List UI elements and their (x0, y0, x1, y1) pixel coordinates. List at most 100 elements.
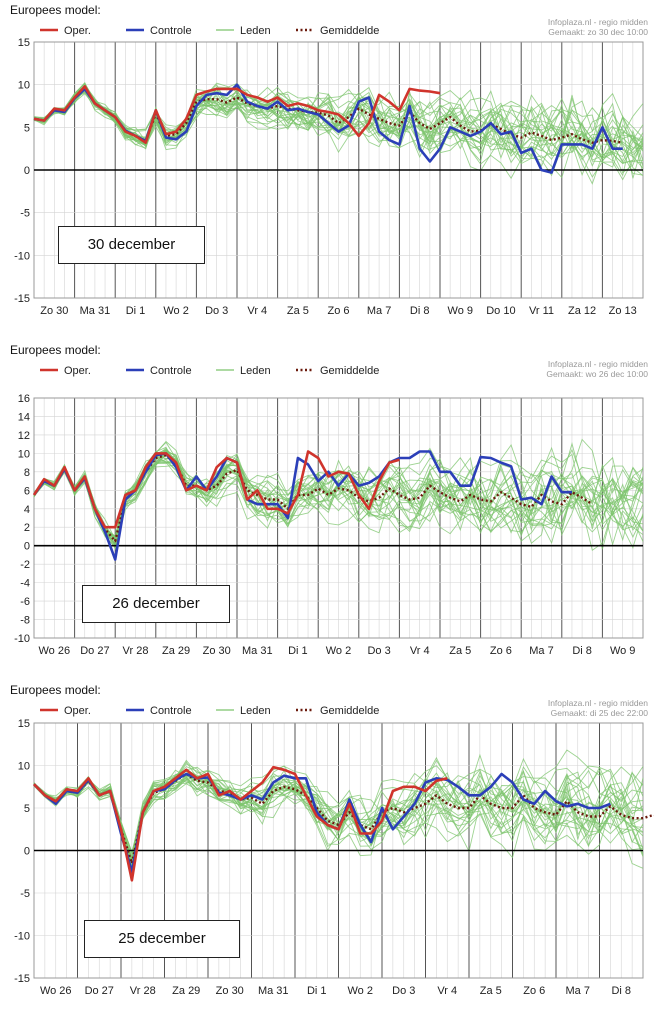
oper-series-line (33, 85, 441, 144)
made-text: Gemaakt: di 25 dec 22:00 (550, 708, 648, 718)
y-tick-label: -10 (14, 931, 30, 943)
x-tick-label: Do 3 (367, 645, 390, 657)
x-tick-label: Vr 4 (410, 645, 430, 657)
controle-series-line (33, 772, 611, 874)
chart-panel-25-december: Europees model: 15 10 5 0 -5 -10 -15 Wo 26 Do 27… (6, 680, 654, 1014)
x-tick-label: Vr 28 (123, 645, 149, 657)
y-tick-label: 15 (18, 718, 30, 730)
y-tick-label: 0 (24, 541, 30, 553)
x-tick-label: Vr 4 (247, 305, 267, 317)
y-tick-label: -8 (20, 615, 30, 627)
x-tick-label: Za 5 (449, 645, 471, 657)
x-tick-label: Zo 13 (609, 305, 637, 317)
x-tick-label: Ma 7 (529, 645, 553, 657)
x-tick-label: Za 5 (287, 305, 309, 317)
legend-label-leden: Leden (240, 365, 271, 377)
leden-line (33, 82, 644, 179)
date-label-box: 26 december (82, 585, 230, 623)
x-tick-label: Vr 4 (437, 985, 457, 997)
y-tick-label: 16 (18, 393, 30, 405)
x-tick-label: Do 10 (486, 305, 515, 317)
y-tick-label: -15 (14, 973, 30, 985)
y-tick-label: 5 (24, 803, 30, 815)
x-tick-label: Ma 31 (242, 645, 273, 657)
leden-line (33, 88, 644, 157)
chart-source: Infoplaza.nl - regio midden Gemaakt: di 2… (548, 698, 648, 718)
y-tick-label: -15 (14, 293, 30, 305)
chart-source: Infoplaza.nl - regio midden Gemaakt: wo 2… (546, 359, 648, 379)
x-tick-label: Do 27 (80, 645, 109, 657)
legend-label-gemiddelde: Gemiddelde (320, 25, 379, 37)
source-text: Infoplaza.nl - regio midden (547, 359, 648, 369)
source-text: Infoplaza.nl - regio midden (547, 17, 648, 27)
x-tick-label: Ma 31 (258, 985, 289, 997)
legend-label-oper: Oper. (64, 25, 91, 37)
chart-panel-30-december: Europees model: 15 10 5 0 -5 -10 -15 Zo 30 Ma 31… (6, 0, 654, 340)
leden-line (33, 87, 644, 158)
leden-line (33, 438, 644, 537)
y-tick-label: 10 (18, 448, 30, 460)
leden-line (33, 86, 644, 177)
legend-label-gemiddelde: Gemiddelde (320, 705, 379, 717)
y-tick-label: -5 (20, 888, 30, 900)
x-tick-label: Di 1 (288, 645, 308, 657)
leden-line (33, 86, 644, 161)
legend-label-oper: Oper. (64, 365, 91, 377)
x-tick-label: Zo 30 (203, 645, 231, 657)
oper-series-line (32, 450, 400, 529)
y-tick-label: 0 (24, 165, 30, 177)
leden-line (33, 83, 644, 168)
x-tick-label: Di 8 (611, 985, 631, 997)
x-tick-label: Za 29 (162, 645, 190, 657)
x-tick-label: Wo 9 (610, 645, 635, 657)
x-tick-label: Za 5 (480, 985, 502, 997)
x-tick-label: Vr 11 (529, 305, 554, 317)
x-tick-label: Wo 9 (448, 305, 473, 317)
leden-series-group (33, 81, 644, 185)
x-tick-label: Ma 7 (367, 305, 391, 317)
date-label-box: 30 december (58, 226, 205, 264)
y-tick-label: 15 (18, 37, 30, 49)
x-tick-label: Wo 2 (348, 985, 373, 997)
y-tick-label: -6 (20, 596, 30, 608)
leden-line (33, 768, 644, 857)
y-tick-label: 10 (18, 80, 30, 92)
x-tick-label: Za 29 (172, 985, 200, 997)
x-tick-label: Zo 30 (40, 305, 68, 317)
leden-line (33, 770, 644, 859)
x-tick-label: Wo 26 (40, 985, 72, 997)
legend-label-oper: Oper. (64, 705, 91, 717)
legend-label-controle: Controle (150, 25, 192, 37)
made-text: Gemaakt: wo 26 dec 10:00 (546, 369, 648, 379)
x-tick-label: Di 8 (572, 645, 592, 657)
x-tick-label: Wo 2 (163, 305, 188, 317)
date-label-box: 25 december (84, 920, 240, 958)
made-text: Gemaakt: zo 30 dec 10:00 (548, 27, 648, 37)
y-tick-label: -2 (20, 559, 30, 571)
x-tick-label: Zo 6 (490, 645, 512, 657)
x-tick-label: Vr 28 (130, 985, 156, 997)
x-tick-label: Zo 6 (327, 305, 349, 317)
chart-title: Europees model: (10, 3, 101, 17)
x-tick-label: Do 3 (205, 305, 228, 317)
leden-line (33, 453, 644, 539)
leden-line (33, 440, 644, 538)
x-tick-label: Do 27 (85, 985, 114, 997)
y-tick-label: 10 (18, 761, 30, 773)
y-tick-label: -10 (14, 250, 30, 262)
leden-line (33, 450, 644, 541)
source-text: Infoplaza.nl - regio midden (547, 698, 648, 708)
legend-label-controle: Controle (150, 705, 192, 717)
chart-source: Infoplaza.nl - regio midden Gemaakt: zo 3… (548, 17, 648, 37)
y-tick-label: 0 (24, 846, 30, 858)
y-tick-label: 14 (18, 411, 30, 423)
y-tick-label: -5 (20, 208, 30, 220)
x-tick-label: Di 8 (410, 305, 430, 317)
y-tick-label: 6 (24, 485, 30, 497)
y-tick-label: 5 (24, 122, 30, 134)
y-tick-label: 8 (24, 467, 30, 479)
x-tick-label: Zo 30 (216, 985, 244, 997)
leden-line (33, 441, 644, 537)
x-tick-label: Ma 7 (566, 985, 590, 997)
chart-title: Europees model: (10, 683, 101, 697)
